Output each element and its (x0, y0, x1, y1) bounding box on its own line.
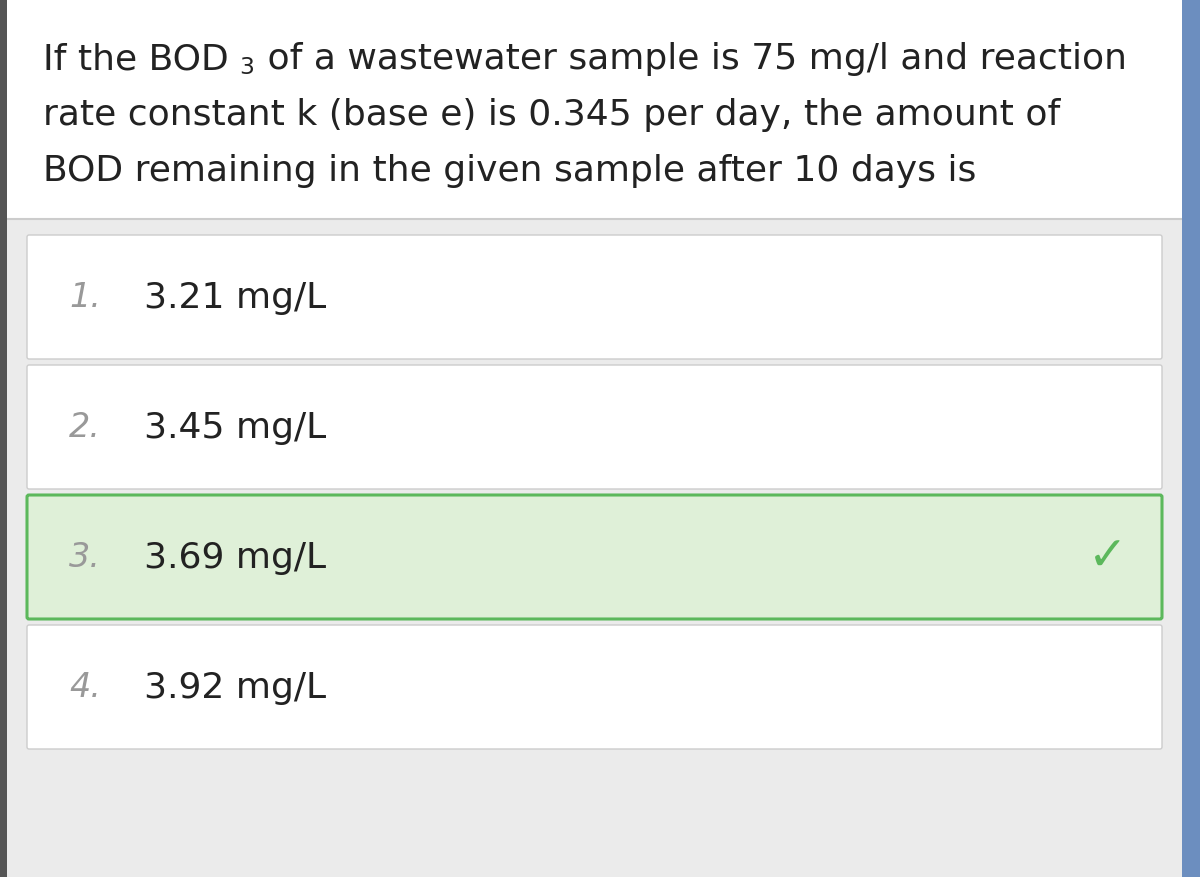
Text: BOD remaining in the given sample after 10 days is: BOD remaining in the given sample after … (43, 153, 977, 188)
Bar (0, 0, 7, 877)
Text: 3: 3 (239, 56, 254, 79)
Text: 2.: 2. (70, 411, 101, 444)
Text: ✓: ✓ (1088, 535, 1128, 580)
Text: 3.21 mg/L: 3.21 mg/L (144, 281, 326, 315)
Text: of a wastewater sample is 75 mg/l and reaction: of a wastewater sample is 75 mg/l and re… (256, 42, 1127, 76)
Text: 1.: 1. (70, 282, 101, 314)
Text: 3.: 3. (70, 541, 101, 574)
Text: 3.45 mg/L: 3.45 mg/L (144, 410, 326, 445)
FancyBboxPatch shape (28, 625, 1162, 749)
FancyBboxPatch shape (28, 366, 1162, 489)
FancyBboxPatch shape (28, 236, 1162, 360)
Bar (7, 0, 1182, 220)
Text: 3.92 mg/L: 3.92 mg/L (144, 670, 326, 704)
Text: rate constant k (base e) is 0.345 per day, the amount of: rate constant k (base e) is 0.345 per da… (43, 98, 1061, 132)
FancyBboxPatch shape (28, 496, 1162, 619)
Text: 4.: 4. (70, 671, 101, 703)
Bar (7, 220, 1182, 877)
Text: 3.69 mg/L: 3.69 mg/L (144, 540, 326, 574)
Text: If the BOD: If the BOD (43, 42, 229, 76)
Bar (1182, 0, 1200, 877)
